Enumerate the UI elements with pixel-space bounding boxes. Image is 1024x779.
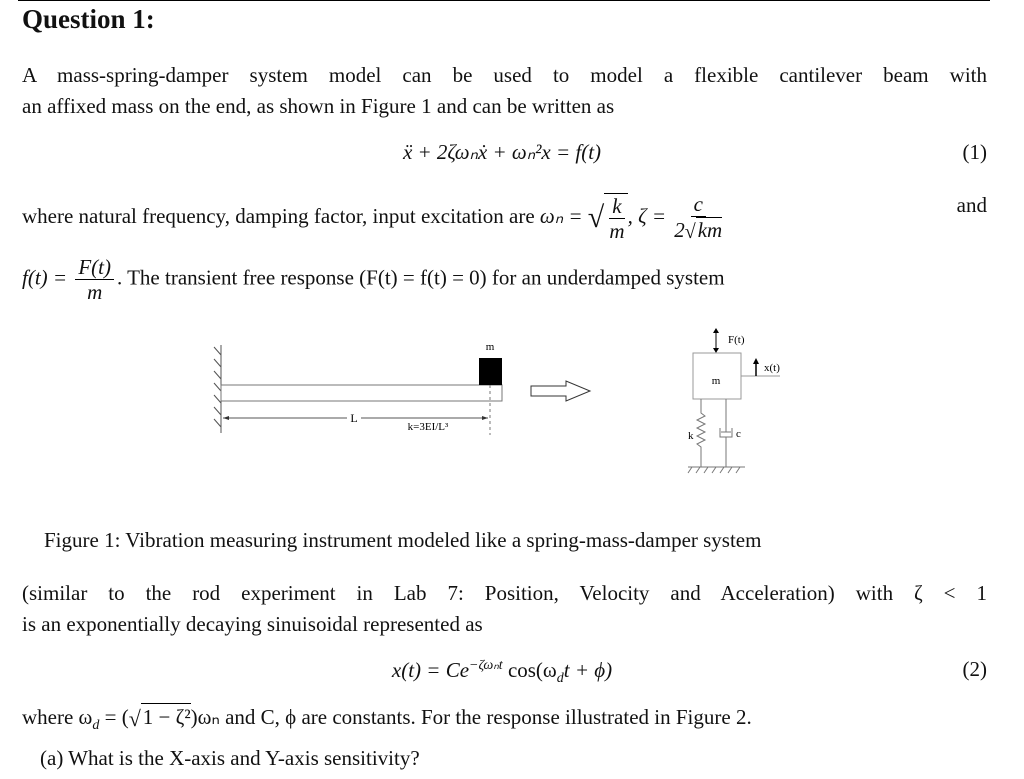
displacement-label: x(t) (764, 362, 780, 374)
mass-block (692, 352, 742, 400)
eq2-tail: t + ϕ) (563, 658, 613, 682)
tip-mass (479, 358, 502, 385)
frac-den: 2√km (674, 217, 723, 244)
para4-post: )ωₙ and C, ϕ are constants. For the resp… (190, 705, 752, 729)
eq2-exponent: −ζωₙt (469, 658, 503, 673)
wall-hatch (213, 345, 222, 433)
spring-label: k (688, 430, 694, 442)
question-heading: Question 1: (22, 4, 155, 34)
length-label: L (350, 411, 357, 425)
frac-Ft: F(t) (75, 255, 114, 280)
equation-2-number: (2) (962, 657, 988, 681)
para3-line1: (similar to the rod experiment in Lab 7:… (22, 581, 987, 605)
beam (220, 384, 503, 402)
para4-sqrt: 1 − ζ² (140, 703, 191, 729)
arrow-right-icon (530, 380, 592, 402)
top-rule (18, 0, 990, 1)
para2-text: where natural frequency, damping factor,… (22, 203, 535, 228)
para1-line1: A mass-spring-damper system model can be… (22, 63, 987, 87)
para2-line1: where natural frequency, damping factor,… (22, 192, 987, 244)
para4-mid: = ( (99, 705, 129, 729)
frac-m2: m (87, 280, 103, 304)
beam-mass-label: m (486, 341, 495, 353)
frac-m: m (609, 218, 625, 243)
figure-1: m L k=3EI/L³ F(t) m x(t) k (213, 328, 780, 474)
para2-rest: . The transient free response (F(t) = f(… (116, 265, 725, 290)
wn-symbol: ωₙ = (539, 203, 583, 228)
para2-line2: f(t) = F(t) m . The transient free respons… (22, 255, 987, 304)
damper (719, 399, 733, 467)
para3-line2: is an exponentially decaying sinuisoidal… (22, 612, 483, 636)
para4-pre: where ω (22, 705, 93, 729)
equation-1-expr: ẍ + 2ζωₙẋ + ωₙ²x = f(t) (402, 140, 602, 164)
para1-line2: an affixed mass on the end, as shown in … (22, 94, 615, 118)
para4-sub: d (92, 718, 100, 734)
eq2-lhs: x(t) = Ce (391, 658, 470, 682)
question-a: (a) What is the X-axis and Y-axis sensit… (40, 746, 420, 770)
equation-1-number: (1) (962, 140, 988, 164)
mass-label: m (712, 375, 721, 387)
den-km: km (695, 217, 723, 242)
equation-1: ẍ + 2ζωₙẋ + ωₙ²x = f(t) (0, 140, 1014, 165)
ft-symbol: f(t) = (22, 265, 68, 290)
stiffness-label: k=3EI/L³ (408, 421, 449, 433)
frac-c: c (690, 192, 706, 217)
force-label: F(t) (728, 334, 745, 346)
ssd-model: F(t) m x(t) k c (687, 328, 780, 474)
equation-2: x(t) = Ce−ζωₙt cos(ωdt + ϕ) (0, 657, 1014, 687)
damper-label: c (736, 428, 741, 440)
zeta-symbol: , ζ = (627, 203, 666, 228)
eq2-cos: cos(ω (502, 658, 557, 682)
eq2-sub: d (556, 671, 564, 687)
and-word: and (956, 193, 987, 217)
figure-caption: Figure 1: Vibration measuring instrument… (44, 528, 762, 552)
frac-k: k (609, 194, 625, 219)
spring (695, 399, 707, 467)
den-2: 2 (674, 218, 685, 242)
para4-line: where ωd = (√1 − ζ²)ωₙ and C, ϕ are cons… (22, 703, 752, 734)
